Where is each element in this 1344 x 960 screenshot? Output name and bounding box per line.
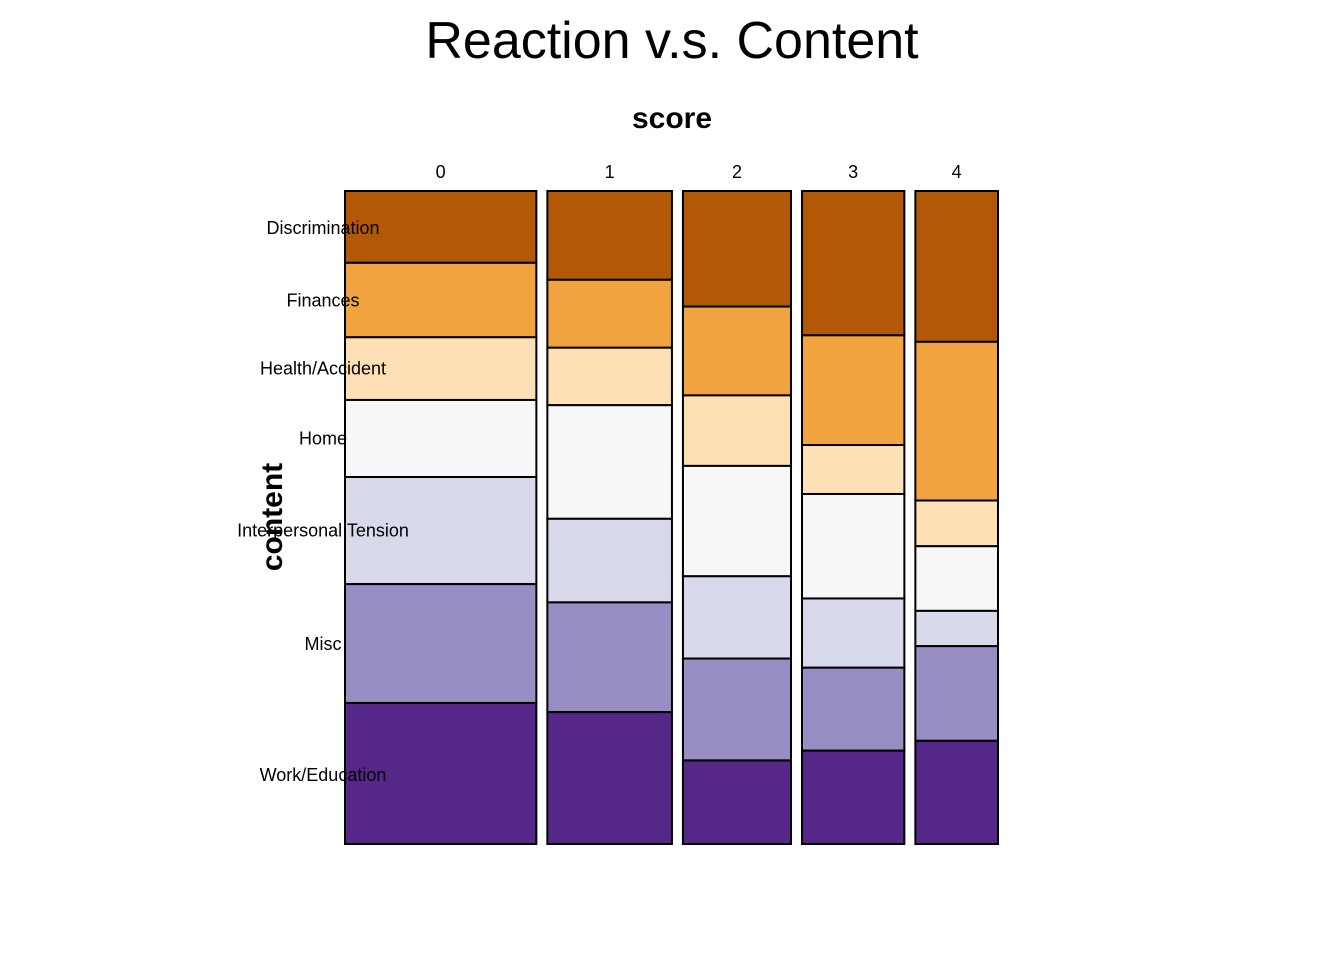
y-axis-title: content: [256, 463, 289, 571]
x-tick-label: 0: [436, 162, 446, 182]
tile-score-1-discrimination: [546, 190, 673, 281]
tile-score-2-misc: [681, 657, 793, 762]
tile-score-4-work-education: [914, 739, 999, 846]
x-tick-label: 4: [952, 162, 962, 182]
x-tick-label: 3: [848, 162, 858, 182]
y-category-label: Health/Accident: [260, 359, 386, 379]
tile-score-3-interpersonal-tension: [801, 597, 906, 669]
tile-score-1-finances: [546, 278, 673, 349]
y-category-label: Home: [299, 428, 347, 448]
tile-score-3-misc: [801, 666, 906, 752]
tile-score-2-home: [681, 464, 793, 578]
tile-score-0-finances: [344, 261, 538, 339]
tile-score-3-work-education: [801, 749, 906, 845]
tile-score-3-finances: [801, 334, 906, 447]
tile-score-4-discrimination: [914, 190, 999, 343]
tile-score-0-home: [344, 398, 538, 479]
tile-score-2-discrimination: [681, 190, 793, 308]
tile-score-0-discrimination: [344, 190, 538, 264]
tile-score-2-interpersonal-tension: [681, 575, 793, 660]
tile-score-4-health-accident: [914, 499, 999, 548]
tile-score-2-health-accident: [681, 394, 793, 467]
y-category-labels: Discrimination Finances Health/Accident Hom…: [237, 218, 409, 785]
y-category-label: Interpersonal Tension: [237, 521, 409, 541]
y-category-label: Discrimination: [266, 218, 379, 238]
y-category-label: Finances: [286, 291, 359, 311]
tile-score-2-finances: [681, 305, 793, 397]
tile-score-3-discrimination: [801, 190, 906, 337]
tile-score-3-home: [801, 492, 906, 600]
tile-score-0-work-education: [344, 701, 538, 846]
tile-score-4-misc: [914, 645, 999, 742]
chart-title: Reaction v.s. Content: [425, 12, 919, 70]
tile-score-2-work-education: [681, 759, 793, 845]
tile-score-1-interpersonal-tension: [546, 517, 673, 604]
tile-score-1-health-accident: [546, 346, 673, 407]
tile-score-0-interpersonal-tension: [344, 476, 538, 586]
y-category-label: Misc: [305, 634, 342, 654]
x-tick-labels: 0 1 2 3 4: [436, 162, 962, 182]
tile-score-1-work-education: [546, 711, 673, 846]
tile-score-4-home: [914, 545, 999, 612]
x-tick-label: 2: [732, 162, 742, 182]
x-axis-title: score: [632, 102, 712, 135]
tile-score-4-interpersonal-tension: [914, 609, 999, 648]
tile-score-1-misc: [546, 601, 673, 714]
mosaic-tiles: [344, 190, 999, 846]
tile-score-4-finances: [914, 340, 999, 502]
y-category-label: Work/Education: [260, 765, 387, 785]
tile-score-1-home: [546, 404, 673, 520]
tile-score-0-health-accident: [344, 336, 538, 401]
tile-score-3-health-accident: [801, 444, 906, 495]
x-tick-label: 1: [605, 162, 615, 182]
tile-score-0-misc: [344, 583, 538, 704]
